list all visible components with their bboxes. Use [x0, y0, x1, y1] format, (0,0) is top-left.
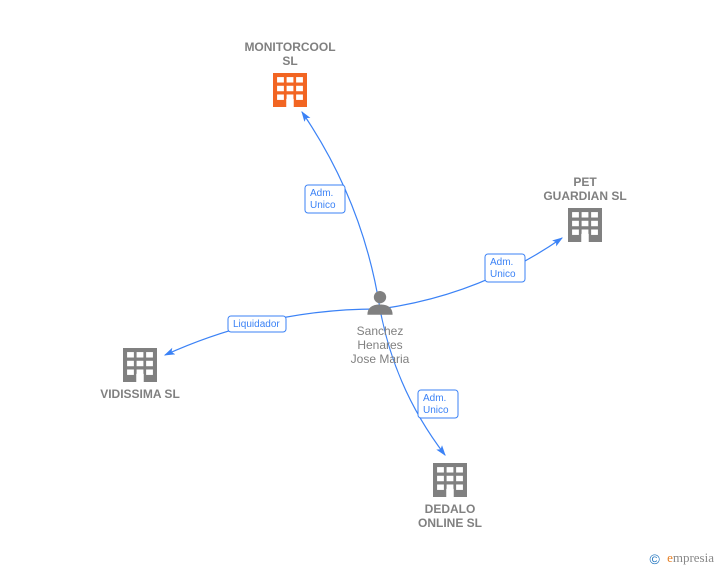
watermark-brand-rest: mpresia [673, 550, 714, 565]
edge-label-text-monitorcool: Adm. [310, 188, 333, 199]
node-label-monitorcool: SL [282, 54, 297, 68]
center-person[interactable] [367, 291, 392, 315]
edge-label-text-dedalo: Unico [423, 405, 449, 416]
node-dedalo[interactable] [433, 463, 467, 497]
center-label: Sanchez [357, 324, 404, 338]
node-label-dedalo: ONLINE SL [418, 516, 482, 530]
edge-label-text-monitorcool: Unico [310, 200, 336, 211]
edge-petguardian [380, 238, 562, 309]
center-label: Jose Maria [351, 352, 410, 366]
edge-label-text-dedalo: Adm. [423, 393, 446, 404]
edge-label-text-vidissima: Liquidador [233, 319, 280, 330]
node-label-monitorcool: MONITORCOOL [244, 40, 335, 54]
node-monitorcool[interactable] [273, 73, 307, 107]
node-vidissima[interactable] [123, 348, 157, 382]
node-petguardian[interactable] [568, 208, 602, 242]
watermark: © empresia [649, 550, 714, 567]
node-label-vidissima: VIDISSIMA SL [100, 387, 180, 401]
node-label-petguardian: PET [573, 175, 597, 189]
node-label-dedalo: DEDALO [425, 502, 476, 516]
copyright-symbol: © [649, 551, 659, 567]
network-diagram: Adm.UnicoAdm.UnicoAdm.UnicoLiquidadorMON… [0, 0, 728, 575]
node-label-petguardian: GUARDIAN SL [543, 189, 626, 203]
edge-label-text-petguardian: Adm. [490, 257, 513, 268]
edge-label-text-petguardian: Unico [490, 269, 516, 280]
center-label: Henares [357, 338, 402, 352]
